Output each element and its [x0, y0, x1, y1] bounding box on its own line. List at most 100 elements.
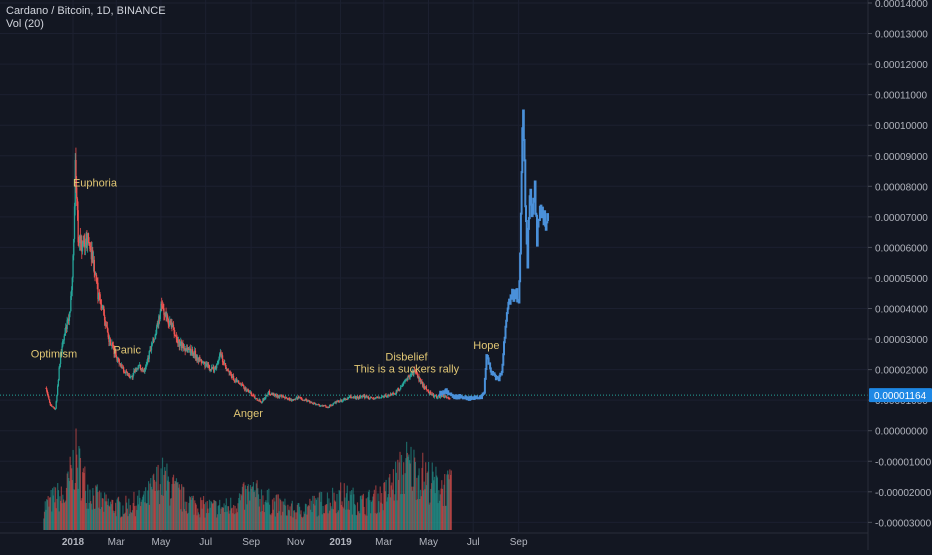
candle-body: [389, 395, 391, 397]
volume-bar: [150, 486, 153, 530]
volume-indicator-label[interactable]: Vol (20): [6, 18, 44, 30]
candle-body: [116, 357, 118, 361]
x-axis[interactable]: 2018 Mar May Jul Sep Nov 2019 Mar May Jul Sep: [0, 532, 868, 548]
volume-bar: [62, 494, 64, 530]
candle-body: [206, 364, 208, 368]
volume-bar: [232, 513, 234, 530]
candle-body: [152, 338, 154, 344]
volume-bar: [104, 501, 106, 530]
volume-bar: [87, 508, 90, 530]
volume-bar: [46, 500, 49, 530]
candle-body: [284, 397, 287, 399]
candle-body: [48, 396, 50, 400]
candle-body: [73, 206, 76, 239]
volume-bar: [311, 512, 313, 530]
candle-body: [364, 397, 367, 399]
volume-bar: [362, 495, 364, 530]
candle-body: [216, 363, 219, 365]
volume-bar: [356, 502, 359, 530]
candle-body: [419, 378, 421, 382]
volume-bar: [62, 499, 65, 530]
candle-body: [334, 402, 337, 404]
volume-bar: [97, 492, 99, 530]
candle-body: [260, 401, 262, 403]
candle-body: [375, 397, 377, 400]
volume-bar: [281, 501, 283, 530]
volume-bar: [265, 500, 267, 530]
candle-body: [149, 349, 151, 352]
volume-bar: [400, 494, 402, 530]
volume-bar: [221, 506, 223, 530]
volume-bar: [439, 494, 441, 530]
candle-body: [163, 308, 165, 315]
volume-bar: [450, 470, 452, 530]
candle-body: [300, 397, 302, 399]
candle-body: [444, 396, 447, 398]
volume-bar: [249, 500, 251, 530]
volume-bar: [258, 506, 260, 530]
x-tick-label: Mar: [108, 537, 126, 548]
candle-body: [265, 395, 267, 399]
volume-bar: [191, 495, 193, 530]
volume-bar: [47, 496, 49, 530]
volume-bar: [241, 495, 243, 530]
candle-body: [205, 364, 207, 367]
y-axis[interactable]: 0.00014000 0.00013000 0.00012000 0.00011000…: [867, 0, 932, 550]
volume-bar: [381, 503, 384, 530]
volume-bar: [359, 496, 362, 530]
candle-body: [367, 396, 370, 398]
volume-bar: [384, 491, 386, 530]
candle-body: [180, 341, 183, 348]
candle-body: [53, 407, 55, 409]
candle-body: [327, 407, 329, 408]
candle-body: [409, 375, 411, 378]
volume-bar: [121, 516, 123, 530]
candle-body: [231, 376, 233, 378]
volume-bar: [134, 516, 137, 530]
volume-bar: [405, 458, 407, 530]
volume-bar: [224, 512, 226, 530]
candle-body: [286, 398, 288, 399]
candle-body: [169, 320, 171, 326]
volume-bar: [208, 513, 210, 530]
candle-body: [424, 388, 426, 389]
candle-body: [421, 381, 423, 383]
volume-bar: [428, 504, 430, 530]
x-tick-label: May: [152, 537, 171, 548]
y-tick-label: 0.00005000: [875, 274, 928, 285]
volume-bar: [417, 475, 419, 530]
volume-bar: [210, 500, 212, 530]
volume-bar: [320, 491, 323, 530]
candle-body: [305, 399, 307, 401]
candle-body: [219, 354, 221, 360]
candle-body: [72, 255, 74, 278]
candle-body: [100, 303, 102, 305]
volume-bar: [126, 508, 128, 530]
candle-body: [161, 303, 163, 306]
candle-body: [89, 248, 92, 251]
volume-bar: [262, 495, 264, 530]
candle-body: [167, 318, 169, 325]
volume-bar: [449, 474, 452, 530]
candle-body: [245, 387, 247, 391]
candle-body: [335, 401, 337, 404]
candle-body: [170, 322, 172, 325]
candle-body: [181, 343, 183, 348]
volume-bar: [228, 513, 230, 530]
volume-bar: [329, 510, 331, 530]
candle-body: [380, 396, 383, 398]
annotation-label: Disbelief: [385, 351, 428, 363]
volume-bar: [216, 514, 219, 530]
volume-bar: [164, 470, 167, 530]
volume-bar: [304, 513, 306, 530]
candle-body: [91, 250, 93, 260]
candle-body: [235, 378, 237, 382]
volume-bar: [285, 515, 288, 530]
volume-bar: [410, 446, 412, 530]
candle-body: [186, 348, 189, 353]
candle-body: [402, 384, 404, 386]
candle-body: [405, 378, 408, 380]
volume-bar: [391, 482, 393, 530]
